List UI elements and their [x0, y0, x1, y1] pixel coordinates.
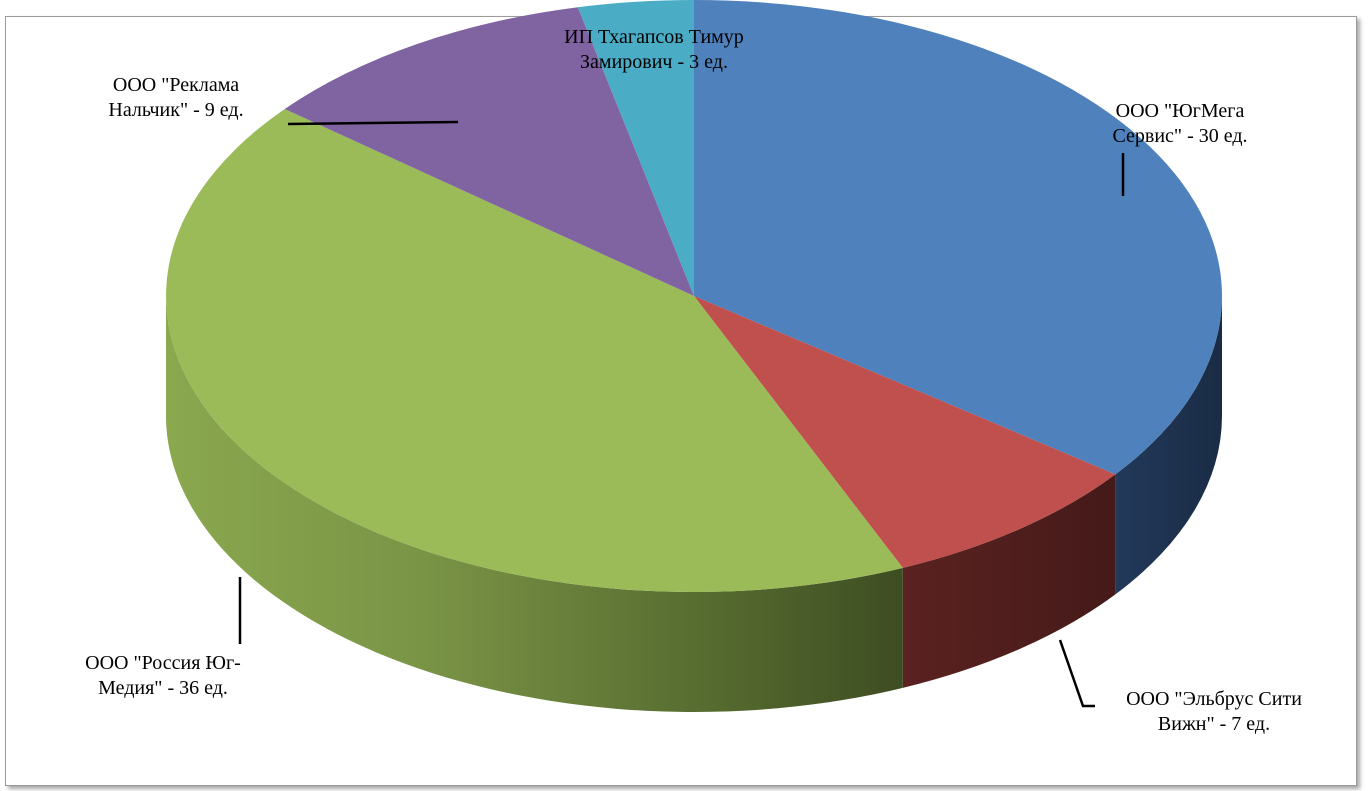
pie-slice-2 — [165, 109, 903, 592]
data-label-0-line-0: ООО "ЮгМега — [1116, 100, 1245, 122]
data-label-4-line-1: Замирович - 3 ед. — [580, 51, 728, 73]
pie-slice-4 — [577, 0, 694, 296]
data-label-4-line-0: ИП Тхагапсов Тимур — [564, 26, 744, 48]
pie-slice-3 — [284, 7, 694, 297]
pie-side-1 — [902, 474, 1116, 688]
pie-slice-1 — [694, 296, 1116, 568]
data-label-2-line-0: ООО "Россия Юг- — [85, 652, 241, 674]
data-label-0-line-1: Сервис" - 30 ед. — [1112, 125, 1247, 147]
data-label-2-line-1: Медия" - 36 ед. — [98, 677, 228, 699]
data-label-3-line-0: ООО "Реклама — [113, 74, 239, 96]
pie-side-2 — [166, 296, 903, 712]
pie-side-0 — [1115, 296, 1222, 595]
leader-line-3 — [287, 120, 459, 126]
pie-slice-0 — [694, 0, 1222, 475]
pie-layer — [165, 0, 1222, 712]
label-layer: ООО "ЮгМега Сервис" - 30 ед. ООО "Эльбрус … — [85, 26, 1302, 735]
leader-line-1 — [1058, 639, 1095, 708]
data-label-1-line-1: Вижн" - 7 ед. — [1158, 713, 1270, 735]
data-label-1-line-0: ООО "Эльбрус Сити — [1126, 688, 1302, 710]
data-label-3-line-1: Нальчик" - 9 ед. — [108, 99, 243, 121]
